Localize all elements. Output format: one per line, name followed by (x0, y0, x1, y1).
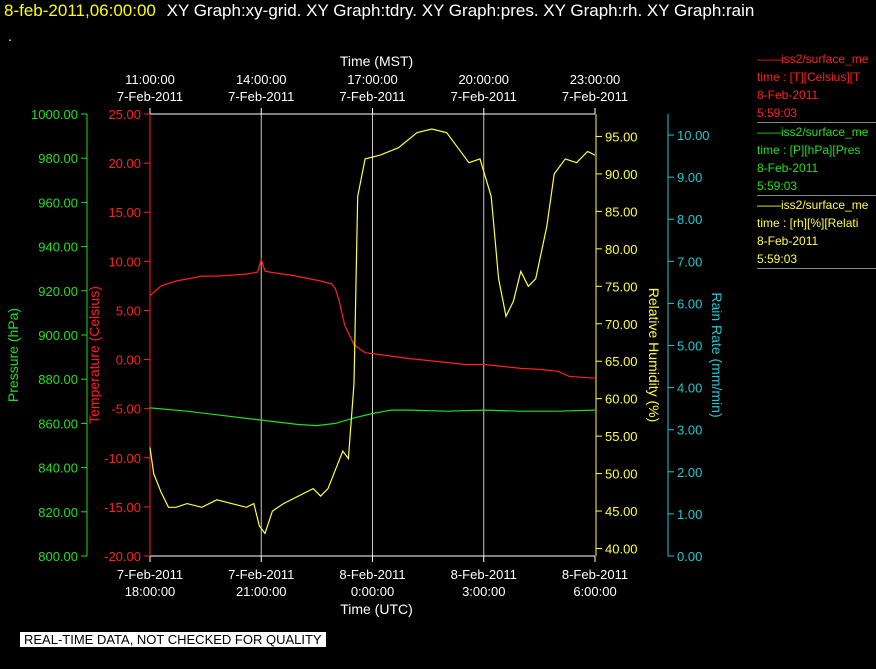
rain-tick-label: 8.00 (677, 212, 702, 227)
humidity-tick-label: 60.00 (605, 392, 638, 407)
x-tick-label-bottom-time: 3:00:00 (462, 584, 505, 599)
x-tick-label-top-date: 7-Feb-2011 (117, 89, 183, 104)
legend-series-name: iss2/surface_me (757, 50, 876, 68)
pressure-tick-label: 960.00 (38, 195, 78, 210)
humidity-series-line (149, 128, 596, 535)
x-tick-label-top-time: 20:00:00 (458, 72, 509, 87)
pressure-tick-label: 940.00 (38, 240, 78, 255)
legend-series-name: iss2/surface_me (757, 123, 876, 141)
x-tick-label-bottom-time: 0:00:00 (351, 584, 394, 599)
pressure-tick-label: 920.00 (38, 284, 78, 299)
humidity-tick-label: 75.00 (605, 279, 638, 294)
rain-tick-label: 10.00 (677, 128, 710, 143)
pressure-tick-label: 900.00 (38, 328, 78, 343)
rain-tick-label: 9.00 (677, 170, 702, 185)
x-tick-label-top-time: 14:00:00 (236, 72, 287, 87)
legend-series-units: time : [rh][%][Relati (757, 216, 859, 230)
humidity-tick-label: 85.00 (605, 204, 638, 219)
pressure-tick-label: 820.00 (38, 505, 78, 520)
pressure-tick-label: 980.00 (38, 151, 78, 166)
temperature-tick-label: 5.00 (116, 303, 141, 318)
rain-tick-label: 4.00 (677, 381, 702, 396)
rain-axis-title: Rain Rate (mm/min) (709, 292, 725, 417)
x-axis-label-bottom: Time (UTC) (340, 601, 413, 617)
rain-tick-label: 2.00 (677, 465, 702, 480)
x-tick-label-bottom-date: 7-Feb-2011 (228, 567, 294, 582)
rain-tick-label: 6.00 (677, 296, 702, 311)
legend-panel: iss2/surface_me time : [T][Celsius][T 8-… (757, 50, 876, 269)
x-tick-label-bottom-date: 8-Feb-2011 (451, 567, 517, 582)
quality-notice: REAL-TIME DATA, NOT CHECKED FOR QUALITY (20, 632, 326, 647)
legend-entry-temperature[interactable]: iss2/surface_me time : [T][Celsius][T 8-… (757, 50, 876, 123)
header-graph-tabs[interactable]: XY Graph:xy-grid. XY Graph:tdry. XY Grap… (166, 1, 755, 20)
temperature-tick-label: -20.00 (104, 549, 141, 564)
legend-series-units: time : [T][Celsius][T (757, 70, 861, 84)
pressure-tick-label: 840.00 (38, 461, 78, 476)
legend-series-time: 5:59:03 (757, 252, 798, 266)
stray-mark: . (8, 28, 12, 44)
x-tick-label-bottom-date: 8-Feb-2011 (562, 567, 628, 582)
humidity-tick-label: 45.00 (605, 504, 638, 519)
rain-tick-label: 1.00 (677, 507, 702, 522)
temperature-axis-title: Temperature (Celsius) (86, 286, 102, 424)
temperature-tick-label: 15.00 (108, 205, 141, 220)
temperature-tick-label: -15.00 (104, 500, 141, 515)
pressure-tick-label: 1000.00 (31, 107, 78, 122)
legend-series-time: 5:59:03 (757, 179, 798, 193)
legend-series-date: 8-Feb-2011 (757, 88, 819, 102)
humidity-tick-label: 55.00 (605, 429, 638, 444)
x-axis-label-top: Time (MST) (340, 53, 413, 69)
humidity-tick-label: 70.00 (605, 317, 638, 332)
x-tick-label-top-date: 7-Feb-2011 (562, 89, 628, 104)
pressure-tick-label: 880.00 (38, 372, 78, 387)
x-tick-label-top-date: 7-Feb-2011 (228, 89, 294, 104)
humidity-tick-label: 40.00 (605, 542, 638, 557)
x-tick-label-top-time: 11:00:00 (125, 72, 175, 87)
humidity-tick-label: 80.00 (605, 242, 638, 257)
temperature-tick-label: -5.00 (111, 402, 141, 417)
pressure-series-line (149, 407, 596, 427)
humidity-axis-title: Relative Humidity (%) (646, 288, 662, 423)
x-tick-label-bottom-time: 6:00:00 (573, 584, 616, 599)
x-tick-label-bottom-date: 7-Feb-2011 (117, 567, 183, 582)
pressure-tick-label: 860.00 (38, 416, 78, 431)
header-datetime: 8-feb-2011,06:00:00 (4, 1, 156, 20)
x-tick-label-bottom-time: 21:00:00 (236, 584, 287, 599)
legend-series-name: iss2/surface_me (757, 196, 876, 214)
temperature-tick-label: 20.00 (108, 156, 141, 171)
pressure-axis-title: Pressure (hPa) (5, 308, 21, 402)
x-tick-label-top-date: 7-Feb-2011 (339, 89, 405, 104)
temperature-tick-label: 25.00 (108, 107, 141, 122)
humidity-tick-label: 65.00 (605, 354, 638, 369)
temperature-tick-label: 10.00 (108, 254, 141, 269)
humidity-tick-label: 90.00 (605, 167, 638, 182)
x-tick-label-bottom-time: 18:00:00 (125, 584, 176, 599)
x-tick-label-top-time: 23:00:00 (570, 72, 621, 87)
rain-tick-label: 3.00 (677, 423, 702, 438)
rain-tick-label: 0.00 (677, 549, 702, 564)
x-tick-label-top-time: 17:00:00 (347, 72, 398, 87)
x-tick-label-top-date: 7-Feb-2011 (451, 89, 517, 104)
legend-series-units: time : [P][hPa][Pres (757, 143, 861, 157)
temperature-series-line (149, 257, 596, 379)
temperature-tick-label: 0.00 (116, 353, 141, 368)
legend-series-date: 8-Feb-2011 (757, 161, 819, 175)
temperature-tick-label: -10.00 (104, 451, 141, 466)
humidity-tick-label: 50.00 (605, 467, 638, 482)
header-bar: 8-feb-2011,06:00:00 XY Graph:xy-grid. XY… (4, 1, 754, 21)
x-tick-label-bottom-date: 8-Feb-2011 (339, 567, 405, 582)
humidity-tick-label: 95.00 (605, 129, 638, 144)
rain-tick-label: 5.00 (677, 339, 702, 354)
pressure-tick-label: 800.00 (38, 549, 78, 564)
legend-entry-pressure[interactable]: iss2/surface_me time : [P][hPa][Pres 8-F… (757, 123, 876, 196)
legend-entry-humidity[interactable]: iss2/surface_me time : [rh][%][Relati 8-… (757, 196, 876, 269)
rain-tick-label: 7.00 (677, 254, 702, 269)
legend-series-date: 8-Feb-2011 (757, 234, 819, 248)
legend-series-time: 5:59:03 (757, 106, 798, 120)
